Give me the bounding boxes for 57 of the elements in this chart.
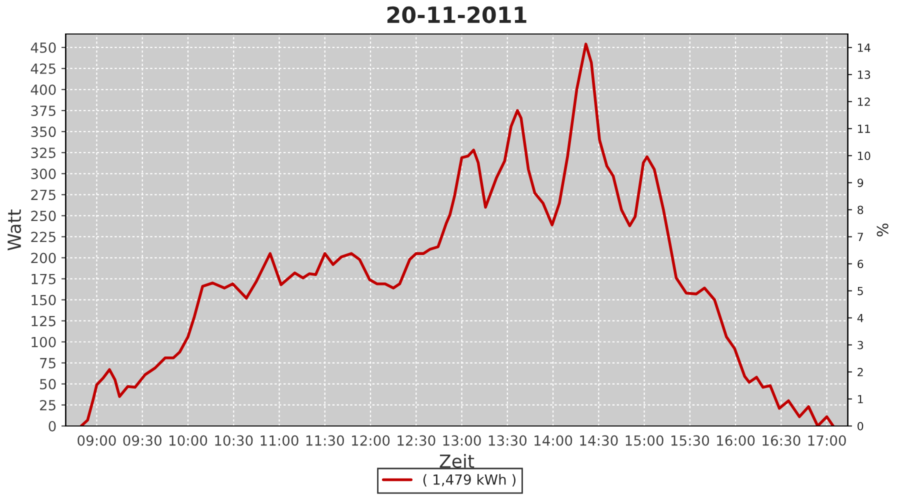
y-tick-label: 175 <box>32 274 56 284</box>
x-tick-label: 17:00 <box>808 435 846 446</box>
x-tick-label: 15:00 <box>626 435 664 446</box>
y2-tick-label: 14 <box>858 44 870 52</box>
x-tick-label: 16:30 <box>762 435 800 446</box>
y-tick-label: 225 <box>31 232 56 242</box>
x-tick-label: 09:30 <box>123 435 162 446</box>
y-tick-label: 75 <box>40 358 56 368</box>
chart-title: 20-11-2011 <box>387 6 526 24</box>
x-axis-title: Zeit <box>440 454 474 468</box>
y2-tick-label: 1 <box>858 395 863 404</box>
y-tick-label: 50 <box>40 378 56 390</box>
x-tick-label: 10:30 <box>215 435 253 446</box>
y2-tick-label: 0 <box>858 422 864 430</box>
y-tick-label: 200 <box>31 252 56 264</box>
x-tick-label: 13:30 <box>488 435 526 446</box>
x-tick-label: 14:00 <box>534 435 572 446</box>
y-tick-label: 350 <box>31 126 56 138</box>
x-tick-label: 13:00 <box>443 435 481 446</box>
y2-tick-label: 3 <box>858 340 864 350</box>
y-tick-label: 250 <box>31 210 56 222</box>
x-tick-label: 10:00 <box>170 435 208 446</box>
y2-tick-label: 10 <box>858 152 870 160</box>
y2-tick-label: 9 <box>858 178 864 188</box>
line-series <box>80 42 835 426</box>
y-tick-label: 25 <box>40 400 56 410</box>
y2-axis-title: % <box>876 224 888 236</box>
legend-label: ( 1,479 kWh ) <box>423 474 516 486</box>
x-tick-label: 11:30 <box>306 435 344 446</box>
y-tick-label: 100 <box>32 336 56 348</box>
y2-tick-label: 4 <box>857 314 864 322</box>
y-tick-label: 400 <box>30 84 56 95</box>
x-tick-label: 11:00 <box>260 435 298 446</box>
y-tick-label: 300 <box>31 168 56 180</box>
y-tick-label: 375 <box>31 106 56 116</box>
y-tick-label: 275 <box>31 190 56 200</box>
y2-tick-label: 12 <box>858 98 870 106</box>
x-tick-label: 14:30 <box>580 435 618 446</box>
x-tick-label: 12:30 <box>398 435 436 446</box>
x-tick-label: 16:00 <box>717 435 755 446</box>
y-tick-label: 325 <box>31 148 56 158</box>
y2-tick-label: 13 <box>858 70 870 79</box>
x-tick-label: 09:00 <box>78 435 116 446</box>
y2-tick-label: 2 <box>858 368 863 376</box>
y2-tick-label: 5 <box>858 286 863 296</box>
y2-tick-label: 8 <box>858 206 864 214</box>
y-tick-label: 425 <box>30 63 56 74</box>
x-tick-label: 12:00 <box>352 435 390 446</box>
y-tick-label: 0 <box>48 420 56 432</box>
y2-tick-label: 11 <box>858 124 870 133</box>
y2-tick-label: 6 <box>858 260 864 268</box>
y-tick-label: 450 <box>30 42 56 53</box>
y-tick-label: 150 <box>32 294 56 306</box>
y2-tick-label: 7 <box>858 232 863 241</box>
y-axis-title: Watt <box>8 209 22 250</box>
y-tick-label: 125 <box>32 316 56 326</box>
x-tick-label: 15:30 <box>671 435 710 446</box>
